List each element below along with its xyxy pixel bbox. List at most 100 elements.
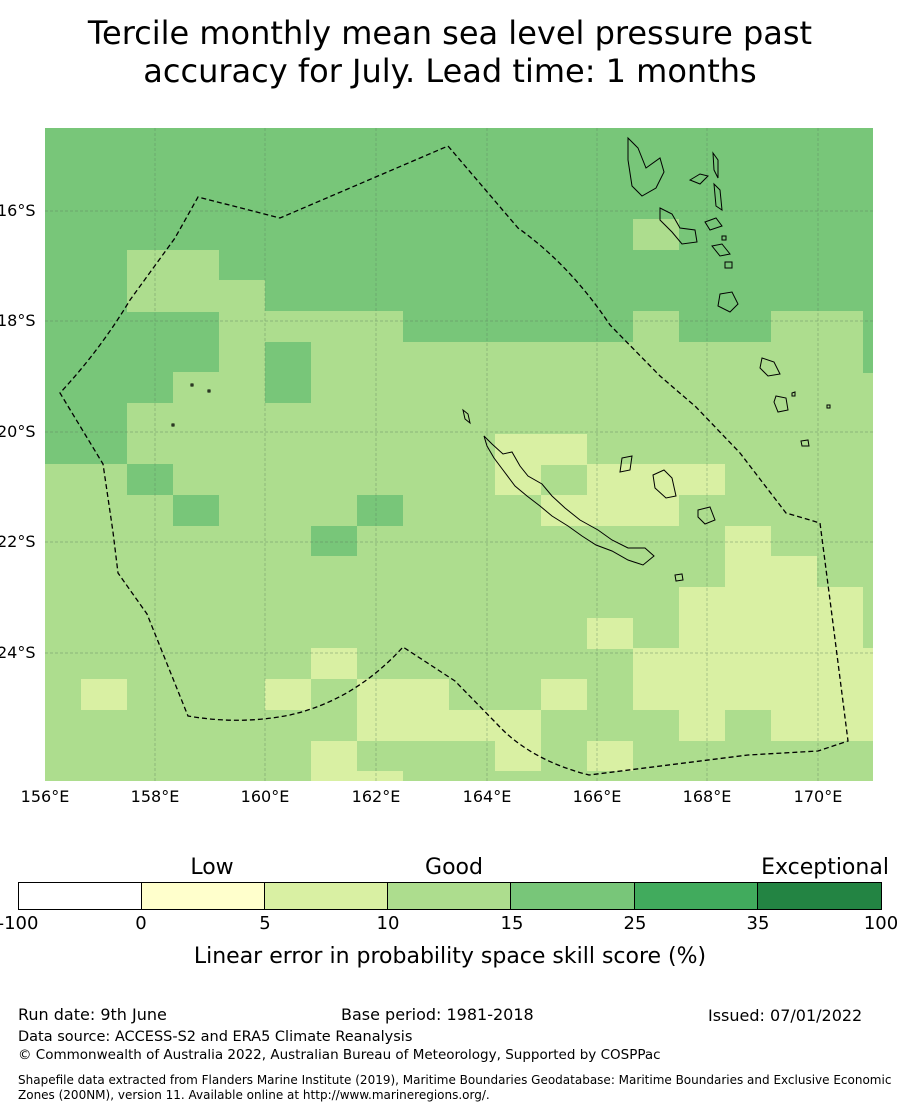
- colorbar-segment: [265, 883, 389, 909]
- lifou-island: [652, 469, 677, 499]
- skill-cell: [127, 250, 219, 312]
- vanuatu-ambae: [688, 173, 709, 185]
- vanuatu-small-island: [724, 261, 733, 269]
- vanuatu-maewo: [712, 151, 719, 179]
- skill-cell: [771, 710, 873, 741]
- skill-cell: [127, 403, 265, 465]
- legend-category-exceptional: Exceptional: [761, 855, 889, 880]
- mare-island: [697, 506, 716, 525]
- base-period: Base period: 1981-2018: [341, 1005, 534, 1024]
- lon-label: 160°E: [240, 787, 290, 806]
- belep-island: [462, 408, 471, 425]
- islet: [791, 391, 796, 397]
- colorbar-tick: 15: [500, 913, 524, 934]
- skill-cell: [587, 741, 633, 771]
- islet: [171, 423, 175, 427]
- colorbar-tick: 100: [863, 913, 899, 934]
- skill-cell: [633, 219, 679, 250]
- copyright: © Commonwealth of Australia 2022, Austra…: [18, 1047, 661, 1063]
- skill-cell: [357, 679, 449, 741]
- islet: [800, 439, 810, 447]
- skill-cell: [311, 526, 357, 556]
- title-line-2: accuracy for July. Lead time: 1 months: [143, 52, 757, 90]
- lon-label: 156°E: [20, 787, 70, 806]
- legend-category-good: Good: [425, 855, 483, 880]
- vanuatu-ambrym: [704, 217, 723, 231]
- colorbar-tick: 10: [376, 913, 400, 934]
- eez-boundary: [59, 145, 849, 776]
- colorbar-segment: [511, 883, 635, 909]
- skill-cell: [173, 372, 219, 404]
- colorbar-tick: 0: [135, 913, 147, 934]
- colorbar-tick: 25: [623, 913, 647, 934]
- shapefile-credit-line-1: Shapefile data extracted from Flanders M…: [18, 1073, 892, 1087]
- skill-cell: [265, 342, 311, 403]
- new-caledonia-island: [483, 435, 655, 566]
- skill-cell: [725, 526, 771, 557]
- skill-map: [45, 128, 873, 781]
- skill-cell: [127, 464, 173, 495]
- vanuatu-espiritu-santo: [627, 136, 665, 197]
- skill-cells: [45, 128, 873, 781]
- skill-cell: [541, 495, 679, 526]
- skill-cell: [357, 771, 403, 781]
- isle-of-pines: [674, 573, 684, 582]
- lat-label: 20°S: [0, 422, 36, 441]
- islet: [207, 389, 211, 393]
- title-line-1: Tercile monthly mean sea level pressure …: [87, 14, 813, 52]
- lon-label: 164°E: [462, 787, 512, 806]
- lat-label: 24°S: [0, 643, 36, 662]
- skill-cell: [81, 679, 127, 710]
- skill-cell: [449, 710, 541, 741]
- colorbar-tick: 5: [259, 913, 271, 934]
- ouvea-island: [619, 455, 633, 473]
- colorbar-segment: [388, 883, 512, 909]
- vanuatu-efate: [717, 291, 739, 313]
- skill-cell: [541, 679, 587, 710]
- lon-label: 166°E: [572, 787, 622, 806]
- skill-cell: [265, 679, 311, 710]
- colorbar-label: Linear error in probability space skill …: [193, 944, 707, 969]
- skill-cell: [587, 618, 633, 649]
- vanuatu-erromango: [759, 357, 781, 377]
- colorbar: [18, 882, 882, 910]
- gridlines: [45, 128, 873, 781]
- skill-cell: [403, 311, 633, 342]
- colorbar-tick: 35: [746, 913, 770, 934]
- skill-cell: [725, 556, 817, 587]
- vanuatu-tanna: [773, 395, 789, 413]
- skill-cell: [633, 648, 873, 710]
- vanuatu-epi: [711, 243, 731, 257]
- run-date: Run date: 9th June: [18, 1005, 167, 1024]
- lat-label: 16°S: [0, 201, 36, 220]
- lat-label: 22°S: [0, 532, 36, 551]
- skill-cell: [357, 495, 403, 526]
- legend-category-low: Low: [190, 855, 234, 880]
- islet: [190, 383, 194, 387]
- skill-cell: [495, 741, 541, 771]
- vanuatu-malakula: [659, 207, 698, 245]
- islet: [826, 404, 831, 409]
- skill-cell: [173, 495, 219, 526]
- lon-label: 170°E: [793, 787, 843, 806]
- skill-cell: [311, 648, 357, 679]
- lat-label: 18°S: [0, 311, 36, 330]
- lon-label: 162°E: [351, 787, 401, 806]
- colorbar-segment: [19, 883, 143, 909]
- lon-label: 158°E: [130, 787, 180, 806]
- issued-date: Issued: 07/01/2022: [708, 1006, 863, 1025]
- skill-cell: [495, 434, 587, 465]
- skill-cell: [587, 464, 725, 495]
- lon-label: 168°E: [682, 787, 732, 806]
- colorbar-tick: -100: [0, 913, 39, 934]
- map-title: Tercile monthly mean sea level pressure …: [0, 14, 900, 90]
- vanuatu-small-island: [721, 235, 727, 241]
- skill-cell: [679, 710, 725, 741]
- data-source: Data source: ACCESS-S2 and ERA5 Climate …: [18, 1029, 413, 1045]
- skill-cell: [311, 741, 357, 781]
- vanuatu-pentecost: [713, 182, 723, 212]
- skill-cell: [863, 311, 873, 373]
- shapefile-credit-line-2: Zones (200NM), version 11. Available onl…: [18, 1088, 490, 1102]
- colorbar-segment: [634, 883, 758, 909]
- colorbar-segment: [142, 883, 266, 909]
